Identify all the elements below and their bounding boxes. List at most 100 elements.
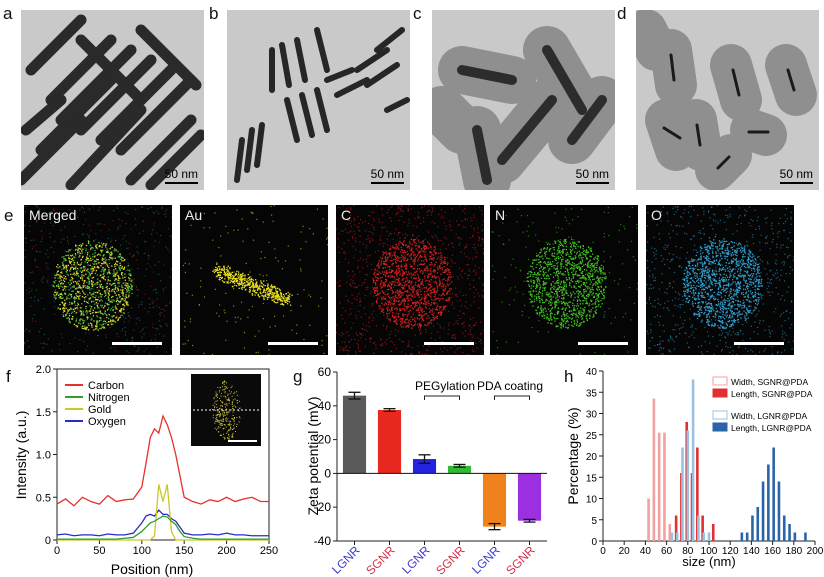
f-inset-dot (231, 418, 233, 419)
f-inset-dot (222, 402, 223, 404)
f-inset-dot (219, 408, 220, 410)
f-xtick-label: 50 (93, 545, 105, 557)
f-inset-dot (212, 414, 214, 416)
h-bar (711, 524, 715, 541)
f-inset-dot (227, 429, 229, 431)
f-inset-dot (231, 385, 233, 387)
f-legend-label: Gold (88, 404, 111, 416)
f-inset-dot (216, 421, 218, 423)
gold-core (786, 68, 796, 92)
f-inset-dot (222, 381, 224, 383)
f-inset-dot (223, 410, 225, 412)
h-bar (782, 515, 786, 541)
f-inset-dot (232, 411, 234, 413)
f-inset-dot (220, 435, 222, 436)
f-inset-dot (220, 422, 222, 424)
h-bar (696, 447, 699, 541)
f-inset-dot (222, 389, 224, 391)
f-inset-dot (220, 434, 222, 436)
h-bar (675, 532, 679, 541)
f-inset-dot (226, 382, 227, 384)
f-inset-dot (231, 395, 233, 397)
f-inset-dot (216, 393, 218, 395)
h-xtick-label: 200 (807, 546, 824, 557)
f-inset-dot (215, 418, 217, 420)
f-inset-dot (221, 408, 223, 410)
f-inset-dot (214, 422, 216, 424)
f-inset-dot (219, 415, 221, 417)
f-inset-dot (233, 425, 235, 427)
g-ytick-label: -40 (314, 534, 332, 548)
g-bar (447, 465, 472, 474)
g-ytick-label: -20 (314, 500, 332, 514)
f-inset-dot (212, 404, 214, 406)
f-inset-dot (219, 420, 221, 421)
f-inset-dot (229, 422, 231, 424)
f-series-carbon (56, 414, 269, 507)
nanorod (244, 127, 255, 173)
h-bar (652, 398, 656, 541)
f-inset-dot (228, 434, 229, 435)
f-ylabel: Intensity (a.u.) (13, 411, 29, 500)
f-xtick-label: 100 (133, 545, 151, 557)
f-inset-dot (221, 392, 223, 394)
f-ytick-label: 1.0 (36, 450, 51, 462)
panel-label-e: e (4, 206, 14, 225)
h-bar (761, 481, 765, 541)
f-inset-dot (223, 381, 225, 383)
f-inset-dot (238, 400, 240, 402)
f-inset-dot (216, 400, 218, 402)
f-inset-dot (223, 395, 225, 397)
f-inset-dot (227, 411, 229, 413)
f-series-oxygen (56, 509, 269, 537)
nanorod (279, 42, 292, 88)
scale-bar (734, 342, 784, 345)
f-inset-dot (233, 417, 235, 419)
h-xtick-label: 0 (600, 546, 606, 557)
f-inset-dot (213, 398, 215, 400)
g-category-label: LGNR (469, 543, 503, 577)
f-inset-dot (224, 424, 226, 426)
f-legend-label: Oxygen (88, 416, 126, 428)
pda-shell (432, 86, 486, 154)
panel-label-c: c (413, 4, 422, 23)
nanorod (354, 47, 390, 73)
h-ytick-label: 0 (591, 537, 597, 548)
f-inset-dot (231, 404, 233, 405)
nanorod (299, 92, 315, 138)
f-inset-dot (215, 421, 217, 423)
panel-label-b: b (209, 4, 219, 23)
scale-label: 50 nm (370, 167, 404, 181)
gold-core (457, 65, 517, 85)
elemental-map (182, 205, 328, 355)
h-legend-swatch (712, 376, 728, 386)
f-inset-dot (227, 412, 229, 414)
f-inset-dot (215, 393, 217, 395)
h-bar (751, 515, 754, 541)
f-inset-dot (233, 393, 235, 394)
nanorod (334, 77, 370, 98)
f-inset-dot (236, 423, 238, 425)
nanorod (75, 54, 157, 136)
f-inset-dot (231, 409, 233, 411)
f-inset-dot (213, 397, 215, 399)
nanorod (364, 62, 400, 88)
h-ytick-label: 25 (586, 431, 598, 442)
f-inset-dot (228, 436, 230, 438)
f-inset-dot (228, 400, 230, 401)
f-inset-dot (222, 420, 224, 422)
f-inset-dot (228, 402, 230, 404)
g-group-bracket (424, 395, 460, 400)
nanorod (65, 104, 147, 190)
f-inset-dot (233, 419, 235, 421)
f-inset-dot (231, 436, 233, 438)
panel-label-a: a (3, 4, 13, 23)
scale-label: 50 nm (779, 167, 813, 181)
f-inset-dot (236, 417, 238, 419)
nanorod (314, 87, 330, 133)
f-inset-dot (215, 409, 217, 411)
f-inset-dot (228, 397, 230, 399)
f-inset-dot (232, 407, 234, 409)
f-inset-dot (222, 420, 224, 422)
h-bar (756, 507, 760, 541)
